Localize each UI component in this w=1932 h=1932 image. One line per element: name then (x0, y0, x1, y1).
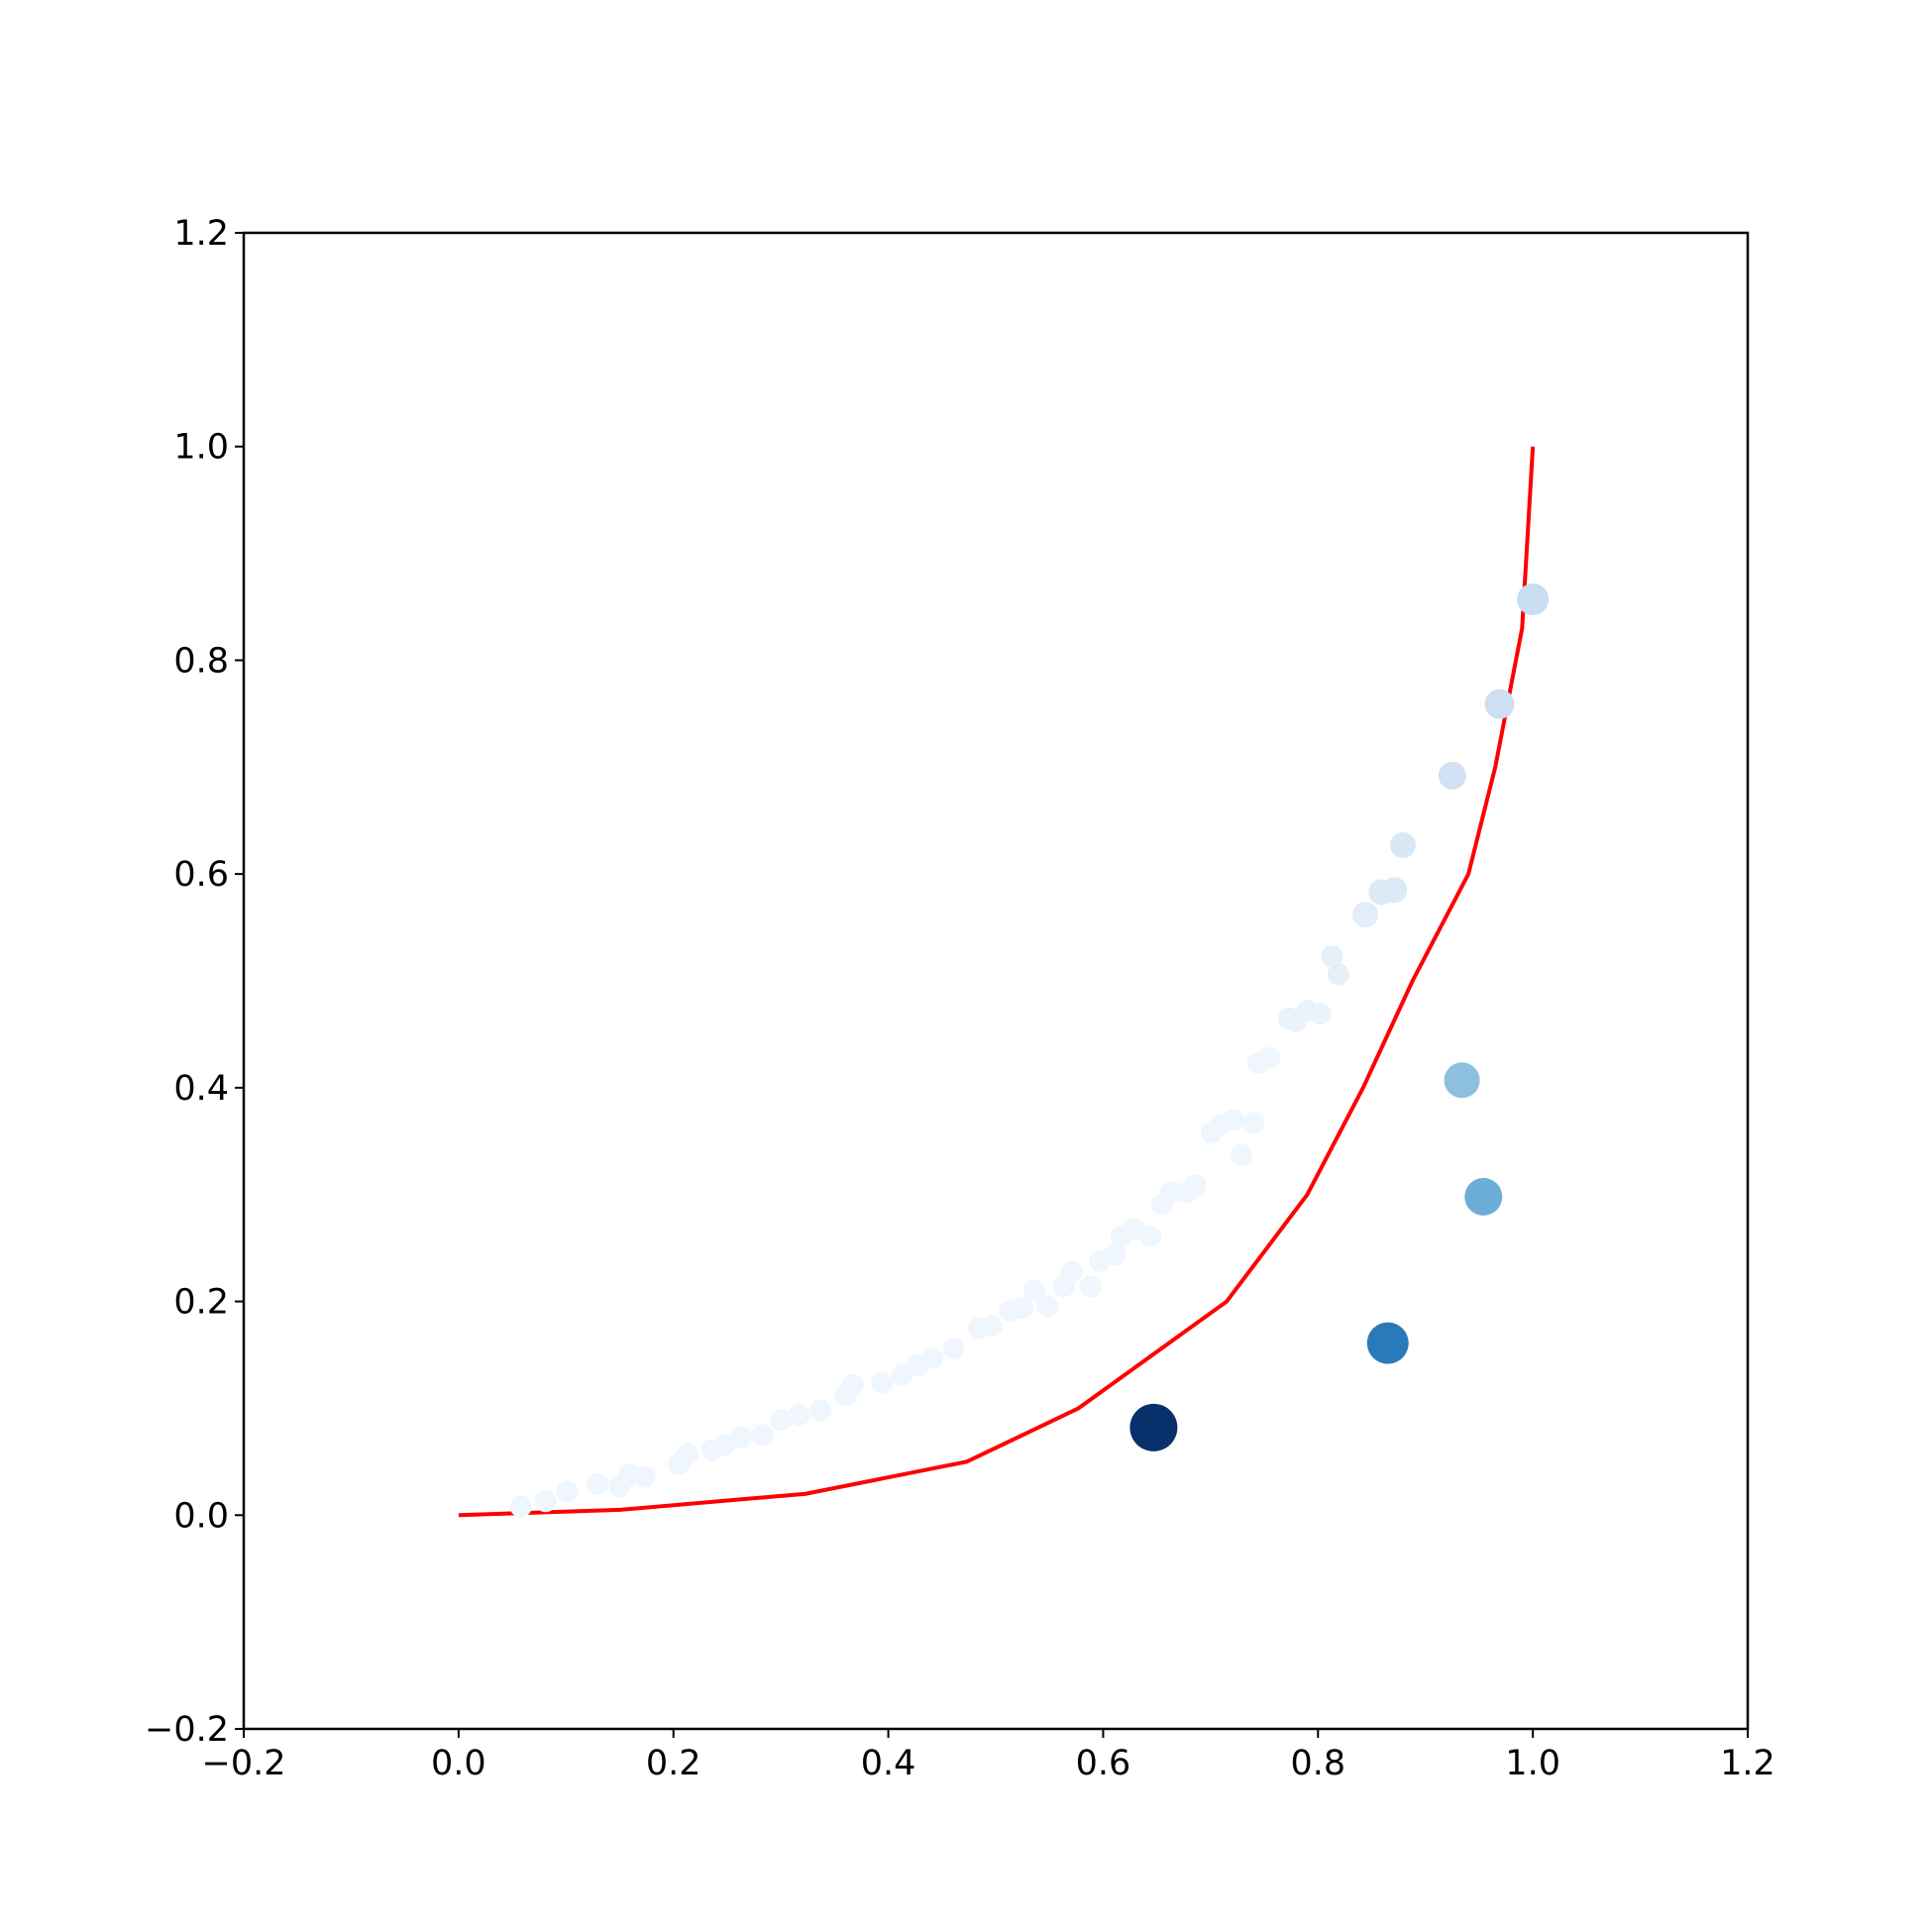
point (1438, 761, 1466, 790)
point (1129, 1403, 1178, 1451)
point (509, 1495, 532, 1518)
point (556, 1480, 579, 1503)
point (788, 1403, 810, 1426)
point (1023, 1279, 1046, 1302)
point (633, 1465, 656, 1488)
point (1184, 1174, 1207, 1197)
point (534, 1490, 557, 1513)
point (921, 1346, 944, 1369)
point (1104, 1243, 1127, 1266)
point (586, 1473, 608, 1496)
point (676, 1443, 698, 1465)
point (1012, 1297, 1034, 1320)
plot-frame (242, 231, 1750, 1731)
point (1327, 963, 1349, 986)
x-tick-label: 1.2 (1720, 1744, 1775, 1783)
point (730, 1426, 753, 1449)
x-tick-label: −0.2 (202, 1744, 286, 1783)
point (751, 1424, 774, 1447)
y-tick-label: 1.2 (173, 214, 229, 254)
point (1309, 1003, 1332, 1025)
point (942, 1338, 965, 1360)
point (1258, 1046, 1281, 1069)
point (1036, 1294, 1059, 1317)
y-tick-label: 0.8 (173, 641, 229, 681)
point (1242, 1112, 1265, 1134)
x-tick-label: 0.2 (646, 1744, 701, 1783)
y-tick-label: 0.0 (173, 1496, 229, 1536)
x-tick-label: 0.0 (431, 1744, 486, 1783)
x-tick-label: 1.0 (1505, 1744, 1560, 1783)
x-tick-label: 0.8 (1290, 1744, 1345, 1783)
point (1231, 1143, 1253, 1166)
point (1079, 1275, 1102, 1298)
point (1484, 689, 1515, 719)
point (809, 1399, 832, 1422)
curve (458, 446, 1536, 1518)
point (1464, 1177, 1503, 1216)
y-tick-label: 0.4 (173, 1069, 229, 1109)
point (1321, 945, 1343, 968)
y-tick-label: 0.2 (173, 1283, 229, 1323)
y-tick-label: 0.6 (173, 855, 229, 895)
point (980, 1315, 1003, 1338)
point (1060, 1260, 1083, 1283)
y-tick-label: −0.2 (145, 1710, 229, 1750)
point (1351, 902, 1378, 928)
point (1389, 832, 1416, 859)
point (841, 1373, 864, 1396)
point (1517, 583, 1550, 615)
x-tick-label: 0.6 (1076, 1744, 1131, 1783)
x-tick-label: 0.4 (861, 1744, 916, 1783)
point (1366, 1322, 1409, 1364)
point (770, 1409, 793, 1432)
point (1222, 1109, 1244, 1131)
point (1381, 877, 1408, 904)
point (1159, 1181, 1182, 1204)
point (1139, 1225, 1162, 1247)
point (1444, 1062, 1480, 1099)
point (871, 1371, 894, 1394)
y-tick-label: 1.0 (173, 428, 229, 468)
